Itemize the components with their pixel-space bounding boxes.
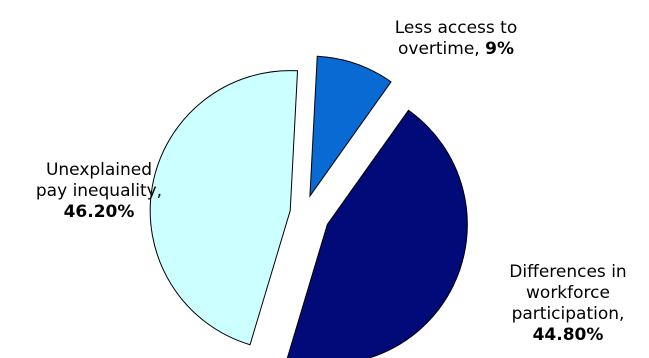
slice-label-3: Unexplained pay inequality, 46.20% [36,160,162,222]
pie-slice-2 [286,109,468,358]
slice-label-line: pay inequality, [36,181,162,201]
pie-slice-1 [309,55,392,198]
pie-slice-3 [149,70,299,346]
slice-labels: Less access to overtime, 9% Differences in… [36,18,627,345]
slice-value-label: 44.80% [533,325,604,345]
slice-value-label: 9% [485,39,514,59]
slice-value-label: 46.20% [64,202,135,222]
slice-label-2: Differences in workforce participation, 44.… [509,262,626,345]
slice-label-line: Differences in [509,262,626,282]
pie-slices [149,55,468,358]
slice-label-line: Unexplained [46,160,152,180]
slice-label-1: Less access to overtime, 9% [395,18,518,59]
slice-label-line: workforce [526,283,610,303]
slice-label-line: participation, [512,304,625,324]
slice-label-line: Less access to [395,18,518,38]
slice-label-line: overtime, [398,39,480,59]
